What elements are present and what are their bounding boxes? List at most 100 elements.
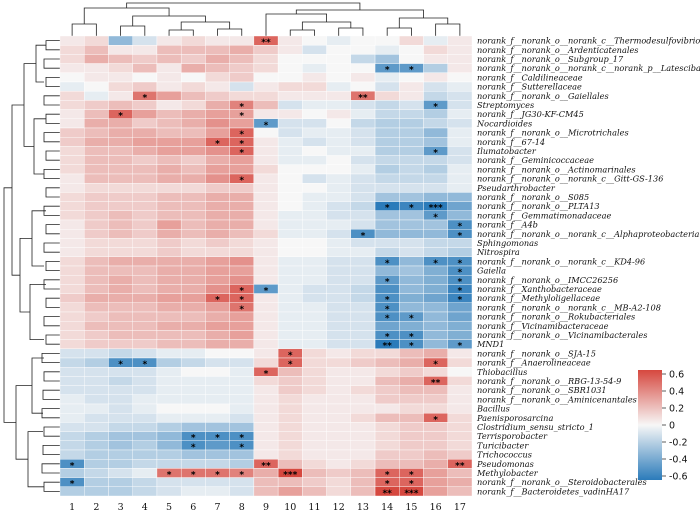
row-label: norank_f__norank_o__Aminicenantales (477, 394, 637, 404)
heatmap-cell (302, 348, 327, 359)
heatmap-cell (132, 238, 158, 248)
heatmap-cell (253, 155, 279, 166)
heatmap-cell (374, 394, 400, 405)
heatmap-cell (132, 192, 158, 202)
heatmap-cell (156, 182, 182, 193)
heatmap-cell (302, 219, 327, 230)
heatmap-cell (205, 155, 230, 166)
significance-mark: *** (283, 471, 297, 481)
row-label: norank_f__norank_o__RBG-13-54-9 (477, 376, 621, 386)
heatmap-cell (205, 63, 230, 73)
heatmap-cell (84, 348, 109, 359)
heatmap-cell (180, 127, 206, 138)
heatmap-cell (84, 284, 109, 294)
heatmap-cell (374, 35, 400, 46)
heatmap-cell (229, 348, 255, 359)
heatmap-cell (374, 155, 400, 166)
significance-marks: *** ** *** ** **** ** *** * ****** ** * *** ** * ** * * *… (70, 38, 465, 499)
heatmap-cell (229, 256, 255, 267)
heatmap-cell (326, 210, 352, 221)
heatmap-cell (253, 311, 279, 322)
heatmap-cell (350, 376, 376, 386)
heatmap-cell (205, 348, 230, 359)
heatmap-cell (229, 164, 255, 175)
heatmap-cell (180, 385, 206, 396)
heatmap-cell (423, 330, 448, 340)
dendrogram-branch (33, 118, 46, 175)
heatmap-cell (447, 210, 473, 221)
heatmap-cell (180, 413, 206, 423)
heatmap-cell (132, 201, 158, 212)
significance-mark: * (118, 112, 123, 122)
significance-mark: * (458, 222, 463, 232)
dendrogram-branch (435, 23, 461, 36)
heatmap-cell (229, 54, 255, 64)
row-label: norank_f__norank_o__Vicinamibacterales (477, 330, 647, 340)
heatmap-cell (132, 422, 158, 432)
heatmap-cell (253, 109, 279, 119)
heatmap-cell (399, 173, 424, 184)
heatmap-cell (84, 118, 109, 129)
heatmap-cell (326, 155, 352, 166)
heatmap-cell (108, 54, 133, 64)
heatmap-cell (253, 302, 279, 313)
significance-mark: * (458, 342, 463, 352)
dendrogram-branch (41, 353, 60, 363)
heatmap-cell (229, 201, 255, 212)
heatmap-cell (326, 219, 352, 230)
heatmap-cell (302, 164, 327, 175)
heatmap-cell (229, 376, 255, 386)
heatmap-cell (84, 431, 109, 442)
heatmap-cell (180, 394, 206, 405)
heatmap-cell (350, 330, 376, 340)
heatmap-cell (277, 127, 303, 138)
heatmap-cell (84, 321, 109, 331)
heatmap-cell (84, 302, 109, 313)
significance-mark: * (264, 121, 269, 131)
heatmap-cell (350, 256, 376, 267)
heatmap-cell (132, 330, 158, 340)
heatmap-cell (180, 35, 206, 46)
heatmap-cell (59, 431, 85, 442)
heatmap-cell (156, 45, 182, 55)
dendrogram-branch (45, 187, 60, 198)
heatmap-cell (84, 256, 109, 267)
heatmap-cell (399, 35, 424, 46)
heatmap-cell (399, 45, 424, 55)
heatmap-cell (84, 459, 109, 469)
significance-mark: * (458, 259, 463, 269)
heatmap-cell (59, 136, 85, 147)
row-label: Thiobacillus (477, 367, 527, 377)
heatmap-cell (277, 376, 303, 386)
heatmap-cell (326, 164, 352, 175)
heatmap-cell (132, 468, 158, 478)
heatmap-cell (374, 45, 400, 55)
heatmap-cell (156, 486, 182, 497)
heatmap-cell (374, 118, 400, 129)
heatmap-cell (350, 440, 376, 451)
heatmap-cell (447, 376, 473, 386)
significance-mark: * (385, 259, 390, 269)
heatmap-cell (59, 247, 85, 258)
heatmap-cell (205, 459, 230, 469)
heatmap-cell (59, 81, 85, 92)
heatmap-cell (423, 164, 448, 175)
heatmap-cell (84, 440, 109, 451)
heatmap-cell (59, 440, 85, 451)
row-label: norank_f__norank_o__IMCC26256 (477, 275, 618, 285)
heatmap-cell (326, 459, 352, 469)
heatmap-cell (447, 164, 473, 175)
heatmap-cell (205, 228, 230, 239)
heatmap-cell (84, 35, 109, 46)
row-label: norank_f__norank_o__S085 (477, 192, 589, 202)
heatmap-cell (302, 265, 327, 276)
heatmap-cell (326, 35, 352, 46)
heatmap-cell (59, 219, 85, 230)
heatmap-cell (423, 54, 448, 64)
heatmap-cell (180, 63, 206, 73)
heatmap-cell (180, 422, 206, 432)
heatmap-cell (374, 146, 400, 156)
heatmap-cell (59, 210, 85, 221)
heatmap-cell (350, 367, 376, 377)
heatmap-cell (59, 192, 85, 202)
